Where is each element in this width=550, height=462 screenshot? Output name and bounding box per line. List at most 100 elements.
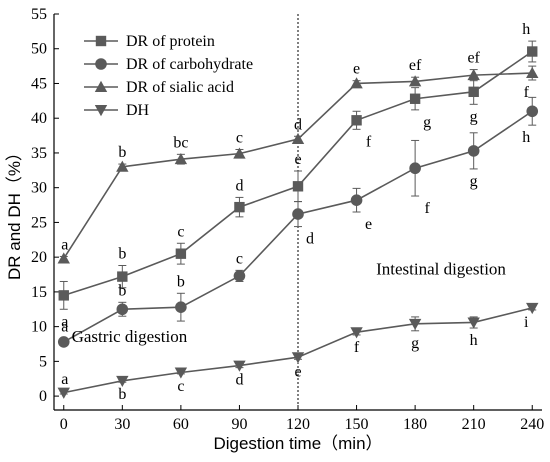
x-tick-label: 90 [231, 416, 247, 433]
significance-letter: c [236, 250, 243, 267]
region-annotation: Gastric digestion [72, 327, 188, 346]
y-tick-label: 0 [39, 388, 47, 405]
legend-item: DR of carbohydrate [84, 56, 253, 73]
data-point [526, 105, 539, 118]
significance-letter: b [118, 245, 126, 262]
data-point [234, 201, 245, 213]
data-point [95, 58, 107, 70]
legend-label: DR of sialic acid [126, 79, 234, 96]
data-point [350, 77, 363, 89]
legend-item: DH [84, 102, 150, 119]
x-tick-label: 0 [60, 416, 68, 433]
data-point [409, 93, 421, 104]
data-point [408, 318, 422, 331]
x-tick-label: 150 [345, 416, 369, 433]
data-point [174, 367, 188, 379]
data-point [94, 105, 108, 117]
series-layer [57, 40, 539, 399]
data-point [408, 75, 422, 87]
y-tick-label: 10 [31, 319, 47, 336]
data-point [57, 387, 70, 399]
data-point [175, 301, 187, 313]
significance-letter: e [294, 151, 301, 168]
significance-letter: ef [467, 50, 480, 67]
data-point [350, 194, 363, 206]
x-axis-label: Digestion time（min） [213, 434, 382, 453]
significance-letter: d [306, 231, 314, 248]
significance-letter: c [177, 378, 184, 395]
y-tick-label: 45 [31, 75, 47, 92]
significance-letter: b [118, 386, 126, 403]
significance-letter: h [522, 129, 530, 146]
data-point [350, 327, 363, 339]
data-point [468, 86, 479, 98]
significance-letter: f [424, 200, 430, 217]
significance-letter: e [365, 216, 372, 233]
significance-letter: c [236, 129, 243, 146]
data-point [57, 252, 70, 264]
significance-letter: g [411, 335, 419, 352]
significance-letter: a [61, 313, 68, 330]
legend-label: DR of protein [126, 33, 215, 50]
chart-legend: DR of protein DR of carbohydrate DR of sia… [84, 33, 253, 119]
significance-letter: b [118, 282, 126, 299]
significance-letter: a [61, 236, 68, 253]
x-tick-label: 30 [114, 416, 130, 433]
significance-letter: a [61, 318, 68, 335]
significance-letter: d [235, 177, 243, 194]
significance-letter: b [177, 273, 185, 290]
y-tick-label: 15 [31, 284, 47, 301]
data-point [233, 147, 246, 159]
data-point [117, 271, 128, 282]
significance-letter: f [524, 84, 530, 101]
y-tick-label: 55 [31, 6, 47, 23]
significance-letter: h [470, 332, 478, 349]
data-point [233, 360, 246, 372]
y-tick-label: 50 [31, 41, 47, 58]
significance-letter: d [235, 372, 243, 389]
significance-letter: d [294, 116, 302, 133]
chart-axes: 0 30 60 90 120 150 180 210 240 0 5 10 15 20 25 30 35 40 45… [31, 6, 544, 433]
significance-letter: bc [173, 134, 188, 151]
data-point [95, 35, 107, 47]
legend-item: DR of protein [84, 33, 215, 50]
data-point [351, 115, 362, 126]
y-tick-label: 30 [31, 180, 47, 197]
data-point [467, 68, 480, 81]
data-point [526, 66, 539, 79]
significance-letter: f [354, 339, 360, 356]
data-point [292, 181, 304, 192]
x-tick-label: 210 [462, 416, 486, 433]
data-point [527, 46, 538, 57]
data-point [467, 317, 480, 329]
legend-label: DH [126, 102, 150, 119]
significance-letter: e [294, 363, 301, 380]
annotations-layer: Gastric digestion Intestinal digestion [72, 260, 507, 346]
data-point [292, 208, 304, 220]
significance-letter: b [118, 144, 126, 161]
data-point [94, 80, 108, 92]
series-circle [57, 96, 539, 348]
significance-letter: ef [409, 57, 422, 74]
legend-item: DR of sialic acid [84, 79, 234, 96]
series-square [58, 40, 538, 310]
significance-letter: g [423, 114, 431, 131]
significance-letter: i [524, 314, 529, 331]
data-point [467, 145, 480, 157]
significance-letter: a [61, 371, 68, 388]
data-point [116, 160, 129, 172]
data-point [58, 290, 69, 301]
data-point [57, 336, 70, 348]
x-tick-label: 120 [286, 416, 310, 433]
significance-letter: g [470, 173, 478, 190]
y-tick-label: 35 [31, 145, 47, 162]
data-point [409, 162, 421, 175]
data-point [175, 248, 187, 259]
significance-letter: c [177, 223, 184, 240]
y-tick-label: 5 [39, 353, 47, 370]
x-tick-label: 180 [403, 416, 427, 433]
data-point [233, 270, 246, 282]
series-triangle-up [57, 65, 539, 264]
y-axis-label: DR and DH（%） [5, 144, 24, 280]
